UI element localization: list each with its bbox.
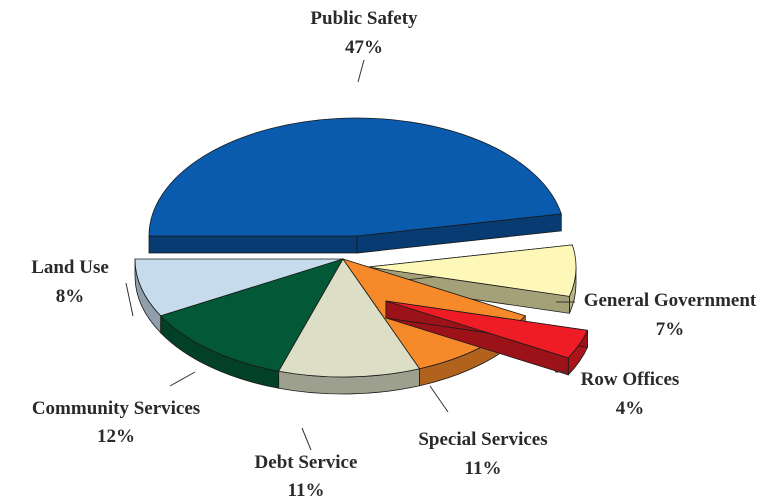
slice-label: Land Use — [31, 257, 109, 278]
slice-top — [385, 300, 589, 359]
slice-label: Special Services — [418, 429, 547, 450]
slice-value-label: 4% — [616, 398, 645, 419]
slice-label: Community Services — [32, 398, 200, 419]
slice-top — [134, 258, 344, 317]
slice-row-offices — [385, 300, 589, 376]
label-land-use: Land Use 8% — [31, 257, 109, 307]
slice-value-label: 7% — [656, 319, 685, 340]
pie-slices — [134, 117, 589, 395]
slice-cut-face — [148, 235, 358, 254]
label-general-government: General Government 7% — [584, 290, 757, 340]
slice-label: General Government — [584, 290, 757, 311]
slice-value-label: 11% — [288, 480, 325, 500]
slice-community-services — [159, 258, 344, 389]
slice-value-label: 12% — [97, 426, 135, 447]
leader-lines — [125, 59, 575, 451]
slice-top — [367, 244, 577, 297]
slice-value-label: 8% — [56, 286, 85, 307]
label-community-services: Community Services 12% — [32, 398, 200, 447]
label-row-offices: Row Offices 4% — [581, 369, 680, 419]
leader-debt-service — [301, 427, 312, 451]
slice-land-use — [134, 258, 344, 334]
leader-community-services — [169, 371, 196, 387]
slice-debt-service — [278, 258, 421, 395]
label-special-services: Special Services 11% — [418, 429, 547, 479]
slice-label: Public Safety — [310, 8, 418, 29]
slice-top — [148, 117, 562, 237]
slice-top — [159, 258, 344, 372]
leader-land-use — [125, 282, 134, 317]
label-debt-service: Debt Service 11% — [255, 452, 358, 500]
slice-value-label: 47% — [345, 37, 383, 58]
label-public-safety: Public Safety 47% — [310, 8, 418, 58]
leader-special-services — [429, 385, 449, 413]
slice-label: Debt Service — [255, 452, 358, 473]
slice-label: Row Offices — [581, 369, 680, 390]
slice-public-safety — [148, 117, 562, 254]
slice-value-label: 11% — [465, 458, 502, 479]
slice-top — [278, 258, 421, 378]
leader-public-safety — [357, 59, 365, 83]
